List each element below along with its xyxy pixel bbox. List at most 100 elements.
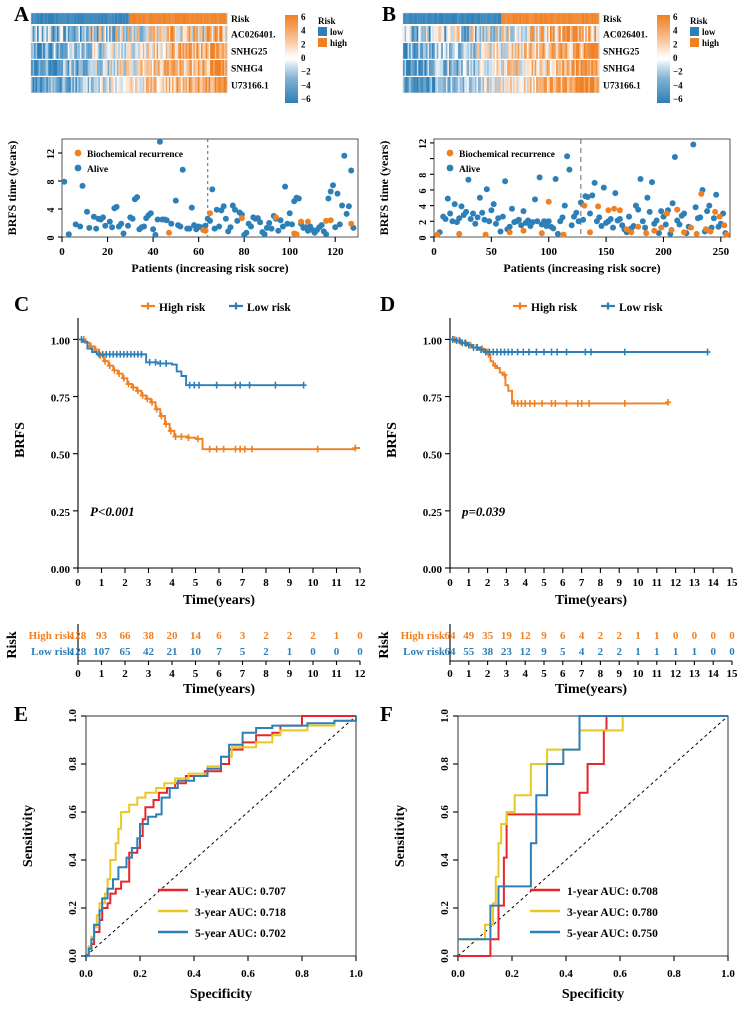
heatmap-cell — [595, 43, 598, 59]
heatmap-cell — [107, 60, 110, 76]
heatmap-risk-cell — [412, 13, 415, 24]
scatter-point — [704, 208, 711, 215]
scatter-point — [616, 216, 623, 222]
heatmap-cell — [225, 77, 228, 93]
heatmap-cell — [425, 77, 428, 93]
heatmap-cell — [58, 43, 61, 59]
heatmap-cell — [569, 43, 572, 59]
heatmap-risk-cell — [485, 13, 488, 24]
heatmap-cell — [210, 26, 213, 42]
heatmap-cell — [424, 60, 427, 76]
heatmap-cell — [520, 60, 523, 76]
risk-table-value: 19 — [501, 630, 513, 642]
heatmap-cell — [569, 26, 572, 42]
scatter-point — [234, 217, 241, 224]
heatmap-cell — [214, 60, 217, 76]
risk-table-value: 2 — [263, 630, 269, 642]
heatmap-risk-cell — [589, 13, 592, 24]
scatter-point — [595, 203, 602, 210]
scatter-series — [434, 190, 730, 238]
heatmap-cell — [83, 77, 85, 93]
heatmap-cell — [452, 60, 454, 76]
heatmap-cell — [95, 77, 98, 93]
heatmap-cell — [78, 60, 81, 76]
scatter-point — [268, 225, 275, 232]
heatmap-risk-cell — [178, 13, 180, 24]
heatmap-risk-cell — [173, 13, 176, 24]
heatmap-cell — [92, 77, 95, 93]
heatmap-cell — [193, 77, 196, 93]
heatmap-cell — [38, 77, 41, 93]
heatmap-cell — [530, 60, 532, 76]
heatmap-cell — [46, 77, 49, 93]
scatter-point — [628, 229, 635, 236]
heatmap-cell — [217, 60, 220, 76]
rt-x-tick-label: 14 — [708, 668, 720, 680]
risk-table-value: 0 — [334, 646, 340, 658]
scatter-point — [348, 220, 355, 227]
scatter-point — [243, 229, 250, 236]
heatmap-cell — [536, 26, 539, 42]
heatmap-row-label: U73166.1 — [231, 82, 269, 92]
heatmap-cell — [488, 77, 491, 93]
heatmap-risk-cell — [109, 13, 111, 24]
heatmap-risk-cell — [181, 13, 183, 24]
heatmap-cell — [548, 60, 551, 76]
x-tick-label: 0.6 — [241, 968, 255, 980]
heatmap-cell — [98, 60, 101, 76]
heatmap-cell — [197, 26, 200, 42]
heatmap-cell — [430, 43, 433, 59]
heatmap-risk-cell — [527, 13, 529, 24]
heatmap-cell — [444, 77, 447, 93]
heatmap-cell — [539, 26, 542, 42]
heatmap-cell — [499, 77, 502, 93]
heatmap-cell — [545, 26, 548, 42]
heatmap-cell — [562, 77, 565, 93]
x-tick-label: 2 — [122, 577, 128, 589]
heatmap-cell — [516, 60, 519, 76]
heatmap-cell — [516, 77, 519, 93]
scatter-point — [222, 215, 229, 222]
scatter-point — [581, 202, 588, 209]
heatmap-cell — [537, 43, 540, 59]
heatmap-cell — [461, 77, 464, 93]
heatmap-cell — [485, 60, 488, 76]
heatmap-cell — [199, 26, 202, 42]
x-tick-label: 2 — [485, 577, 491, 589]
heatmap-cell — [37, 43, 40, 59]
heatmap-cell — [471, 77, 474, 93]
scatter-point — [232, 206, 238, 213]
panel-label-d: D — [380, 292, 396, 316]
heatmap-cell — [491, 77, 494, 93]
heatmap-risk-cell — [531, 13, 534, 24]
x-tick-label: 10 — [308, 577, 320, 589]
scatter-point — [626, 213, 632, 220]
heatmap-cell — [96, 43, 99, 59]
heatmap-cell — [188, 77, 191, 93]
heatmap-cell — [217, 77, 220, 93]
heatmap-cell — [139, 77, 142, 93]
heatmap-cell — [106, 77, 108, 93]
heatmap-cell — [148, 77, 151, 93]
heatmap-cell — [121, 26, 124, 42]
heatmap-cell — [130, 77, 133, 93]
heatmap-cell — [220, 60, 223, 76]
heatmap-risk-cell — [511, 13, 514, 24]
heatmap-cell — [113, 60, 116, 76]
heatmap-cell — [496, 43, 499, 59]
heatmap-risk-cell — [491, 13, 494, 24]
heatmap-risk-cell — [124, 13, 127, 24]
heatmap-cell — [69, 60, 72, 76]
heatmap-cell — [133, 43, 136, 59]
heatmap-cell — [572, 43, 575, 59]
heatmap-cell — [493, 43, 496, 59]
scatter-point — [671, 154, 678, 160]
heatmap-cell — [445, 26, 448, 42]
heatmap-cell — [145, 60, 148, 76]
heatmap-cell — [184, 77, 187, 93]
heatmap-cell — [118, 77, 121, 93]
colorbar-tick-label: −4 — [301, 80, 311, 90]
heatmap-cell — [560, 60, 563, 76]
heatmap-cell — [459, 43, 462, 59]
heatmap-cell — [519, 77, 522, 93]
